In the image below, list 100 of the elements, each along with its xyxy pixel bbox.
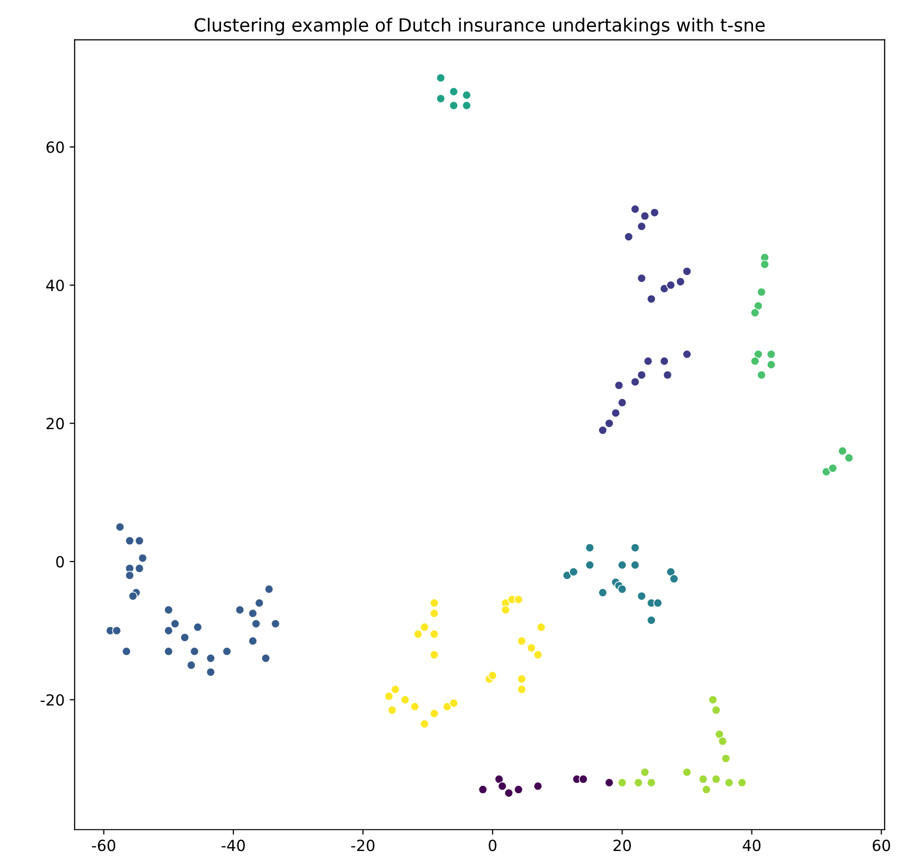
- point: [737, 778, 747, 788]
- point: [585, 543, 594, 552]
- point: [578, 774, 588, 784]
- point: [724, 778, 734, 788]
- point: [222, 646, 232, 656]
- point: [264, 584, 274, 594]
- x-tick-label: -40: [222, 840, 245, 852]
- point: [650, 208, 660, 218]
- point: [756, 370, 766, 380]
- point: [388, 706, 397, 715]
- y-tick-label: 0: [56, 556, 64, 568]
- point: [598, 426, 608, 435]
- point: [533, 650, 543, 660]
- point: [662, 370, 672, 380]
- point: [430, 650, 439, 660]
- point: [206, 654, 216, 663]
- point: [125, 570, 134, 580]
- point: [604, 418, 614, 428]
- point: [624, 232, 634, 242]
- y-tick-label: 60: [46, 141, 64, 153]
- point: [436, 94, 446, 104]
- point: [500, 605, 510, 614]
- point: [754, 301, 763, 310]
- point: [190, 646, 200, 656]
- point: [630, 560, 640, 570]
- point: [598, 588, 608, 598]
- point: [640, 211, 650, 221]
- point: [637, 370, 646, 380]
- point: [653, 598, 662, 608]
- point: [702, 784, 712, 794]
- point: [462, 100, 472, 110]
- x-tick-label: -60: [92, 840, 116, 852]
- point: [611, 408, 620, 418]
- point: [122, 646, 132, 656]
- point: [494, 774, 504, 784]
- x-tick-label: 40: [742, 840, 760, 852]
- point: [666, 567, 676, 576]
- point: [128, 591, 138, 601]
- point: [248, 636, 258, 646]
- point: [660, 356, 669, 366]
- point: [449, 87, 458, 96]
- point: [669, 574, 679, 584]
- point: [420, 719, 430, 728]
- point: [750, 356, 760, 366]
- point: [568, 567, 578, 576]
- point: [618, 584, 627, 594]
- x-tick-label: 60: [872, 840, 890, 852]
- point: [186, 660, 196, 670]
- point: [462, 90, 472, 100]
- point: [248, 608, 258, 618]
- point: [115, 522, 125, 532]
- point: [533, 782, 543, 791]
- point: [517, 684, 526, 694]
- point: [708, 695, 718, 704]
- point: [193, 622, 202, 632]
- x-tick-label: 0: [488, 840, 496, 852]
- point: [630, 377, 640, 386]
- point: [206, 668, 216, 677]
- point: [410, 702, 420, 712]
- point: [634, 778, 643, 788]
- chart-title: Clustering example of Dutch insurance undertakings with t-sne: [194, 18, 765, 36]
- point: [682, 350, 692, 359]
- point: [413, 629, 423, 639]
- point: [112, 626, 122, 636]
- point: [420, 622, 430, 632]
- point: [138, 553, 148, 563]
- point: [760, 260, 770, 269]
- point: [750, 308, 760, 318]
- point: [270, 619, 280, 628]
- point: [478, 784, 488, 794]
- point: [514, 594, 524, 604]
- y-tick-label: -20: [40, 694, 64, 706]
- point: [712, 774, 721, 784]
- point: [838, 446, 848, 456]
- point: [604, 778, 614, 788]
- point: [676, 277, 686, 286]
- point: [254, 598, 264, 608]
- point: [526, 643, 536, 652]
- point: [430, 708, 439, 718]
- point: [430, 608, 439, 618]
- point: [384, 692, 394, 701]
- point: [618, 560, 627, 570]
- point: [449, 698, 458, 708]
- point: [436, 73, 446, 82]
- point: [614, 380, 624, 390]
- point: [712, 706, 721, 715]
- point: [180, 632, 190, 642]
- x-tick-label: 20: [614, 840, 631, 852]
- point: [164, 626, 174, 636]
- point: [618, 398, 627, 408]
- point: [637, 274, 646, 283]
- point: [682, 266, 692, 276]
- point: [714, 730, 724, 739]
- point: [644, 356, 653, 366]
- point: [261, 654, 270, 663]
- point: [514, 784, 524, 794]
- point: [640, 768, 650, 777]
- point: [430, 598, 439, 608]
- point: [251, 619, 261, 628]
- point: [536, 622, 546, 632]
